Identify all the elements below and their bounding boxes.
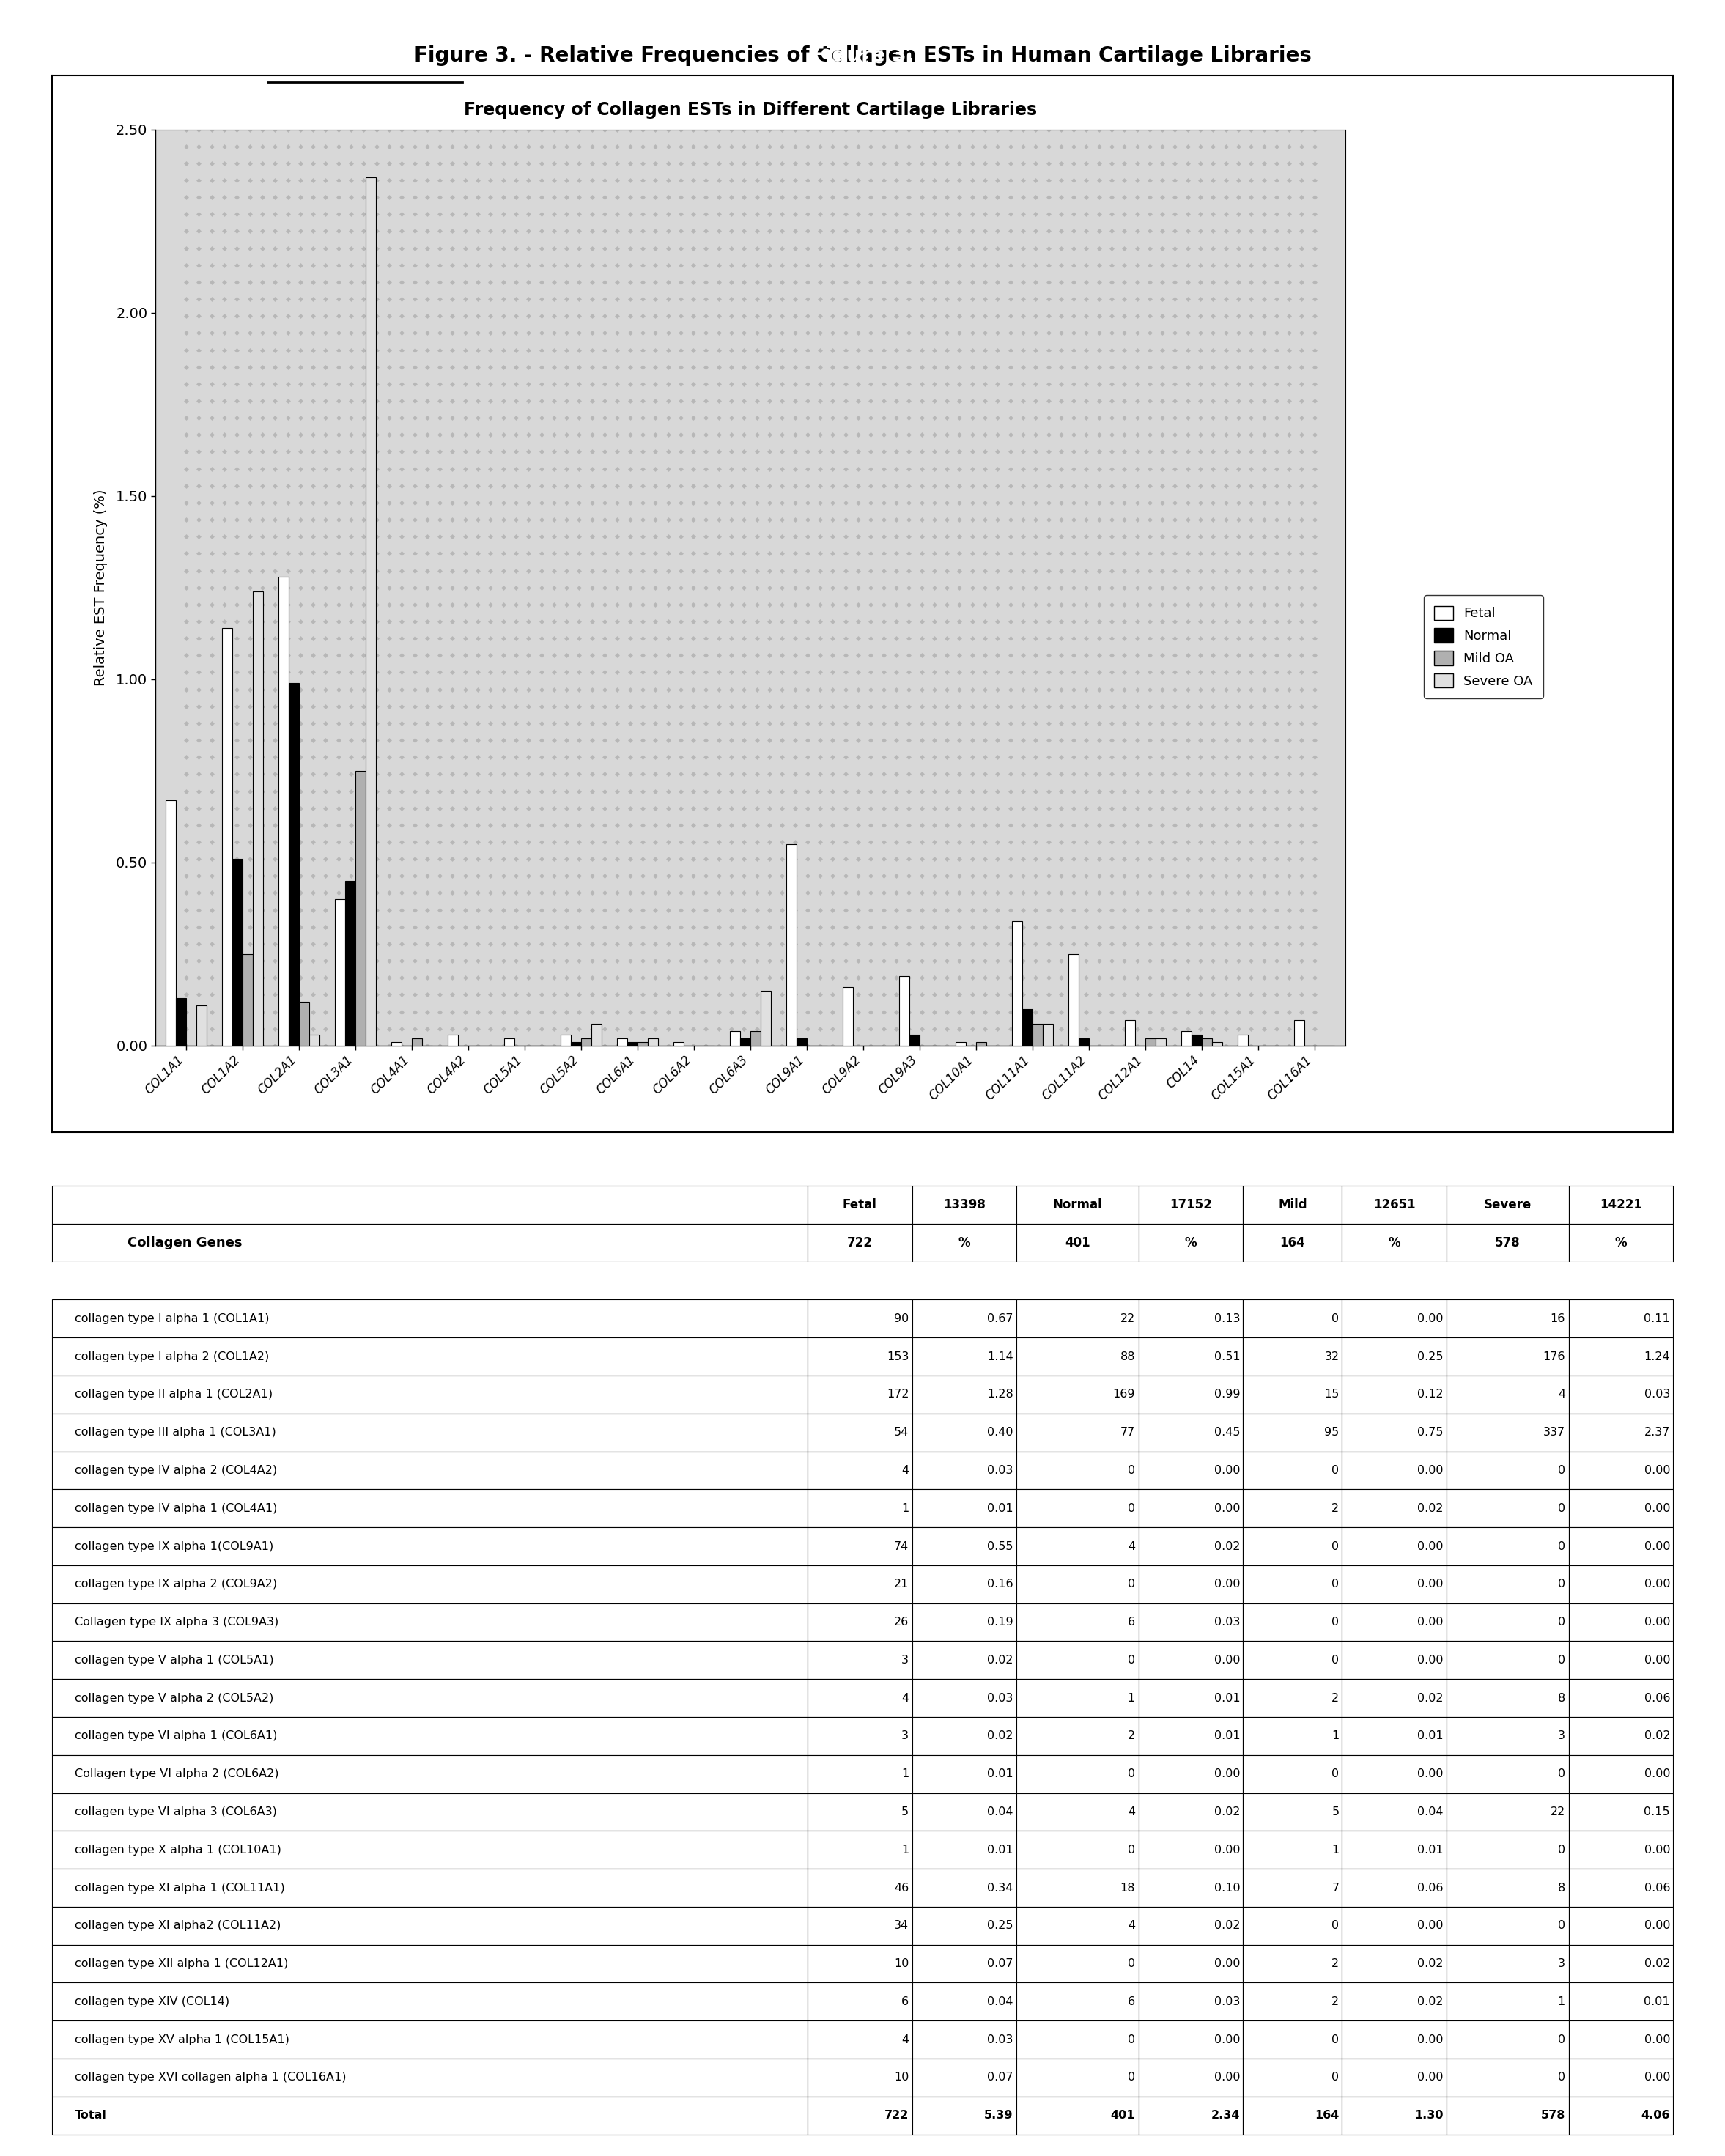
Bar <box>345 880 355 1046</box>
Bar <box>797 1039 807 1046</box>
Bar <box>618 1039 628 1046</box>
Bar <box>750 1031 761 1046</box>
Bar <box>1023 1009 1033 1046</box>
Bar <box>1239 1035 1247 1046</box>
Bar <box>335 899 345 1046</box>
Bar <box>1125 1020 1135 1046</box>
Bar <box>1192 1035 1202 1046</box>
Bar <box>279 576 290 1046</box>
Bar <box>647 1039 657 1046</box>
Title: Frequency of Collagen ESTs in Different Cartilage Libraries: Frequency of Collagen ESTs in Different … <box>464 101 1037 119</box>
Bar <box>1145 1039 1156 1046</box>
Bar <box>1182 1031 1192 1046</box>
Bar <box>176 998 186 1046</box>
Bar <box>1211 1041 1221 1046</box>
Bar <box>571 1041 581 1046</box>
Bar <box>1068 953 1078 1046</box>
Bar <box>1202 1039 1211 1046</box>
Bar <box>197 1005 207 1046</box>
Bar <box>243 953 254 1046</box>
Bar <box>1033 1024 1042 1046</box>
Bar <box>730 1031 740 1046</box>
Bar <box>449 1035 459 1046</box>
Bar <box>1013 921 1023 1046</box>
Bar <box>740 1039 750 1046</box>
Bar <box>392 1041 402 1046</box>
Bar <box>1294 1020 1304 1046</box>
Bar <box>909 1035 919 1046</box>
Y-axis label: Relative EST Frequency (%): Relative EST Frequency (%) <box>93 489 107 686</box>
Bar <box>298 1003 309 1046</box>
Bar <box>290 683 298 1046</box>
Bar <box>899 977 909 1046</box>
Bar <box>233 858 243 1046</box>
Bar <box>309 1035 319 1046</box>
Text: Figure 3. - Relative Frequencies of Collagen ESTs in Human Cartilage Libraries: Figure 3. - Relative Frequencies of Coll… <box>414 45 1311 67</box>
Text: Figure 3.: Figure 3. <box>811 45 914 67</box>
Bar <box>412 1039 423 1046</box>
Bar <box>504 1039 514 1046</box>
Bar <box>254 591 262 1046</box>
Bar <box>366 177 376 1046</box>
Bar <box>1042 1024 1052 1046</box>
Bar <box>787 843 797 1046</box>
Bar <box>976 1041 987 1046</box>
Bar <box>561 1035 571 1046</box>
Bar <box>592 1024 602 1046</box>
Bar <box>956 1041 966 1046</box>
Bar <box>223 627 233 1046</box>
Bar <box>581 1039 592 1046</box>
Bar <box>761 992 771 1046</box>
Bar <box>1078 1039 1088 1046</box>
Bar <box>628 1041 638 1046</box>
Bar <box>166 800 176 1046</box>
Bar <box>1156 1039 1166 1046</box>
Bar <box>638 1041 647 1046</box>
Legend: Fetal, Normal, Mild OA, Severe OA: Fetal, Normal, Mild OA, Severe OA <box>1423 595 1544 699</box>
Bar <box>355 772 366 1046</box>
Bar <box>674 1041 683 1046</box>
Bar <box>844 987 854 1046</box>
